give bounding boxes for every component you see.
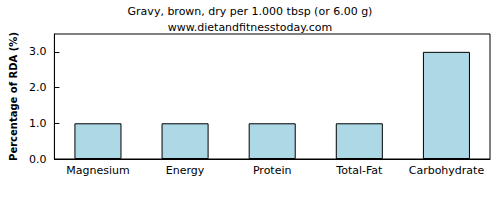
svg-text:Percentage of RDA (%): Percentage of RDA (%) <box>8 32 19 161</box>
svg-text:Energy: Energy <box>166 164 205 177</box>
svg-text:Protein: Protein <box>253 164 292 177</box>
svg-text:Carbohydrate: Carbohydrate <box>409 164 485 177</box>
svg-text:1.0: 1.0 <box>29 117 47 130</box>
svg-text:www.dietandfitnesstoday.com: www.dietandfitnesstoday.com <box>168 21 332 34</box>
svg-text:Total-Fat: Total-Fat <box>335 164 383 177</box>
svg-text:3.0: 3.0 <box>29 45 47 58</box>
svg-text:Gravy, brown, dry per 1.000 tb: Gravy, brown, dry per 1.000 tbsp (or 6.0… <box>128 5 373 18</box>
svg-text:Magnesium: Magnesium <box>66 164 129 177</box>
svg-text:2.0: 2.0 <box>29 81 47 94</box>
svg-text:0.0: 0.0 <box>29 153 47 166</box>
